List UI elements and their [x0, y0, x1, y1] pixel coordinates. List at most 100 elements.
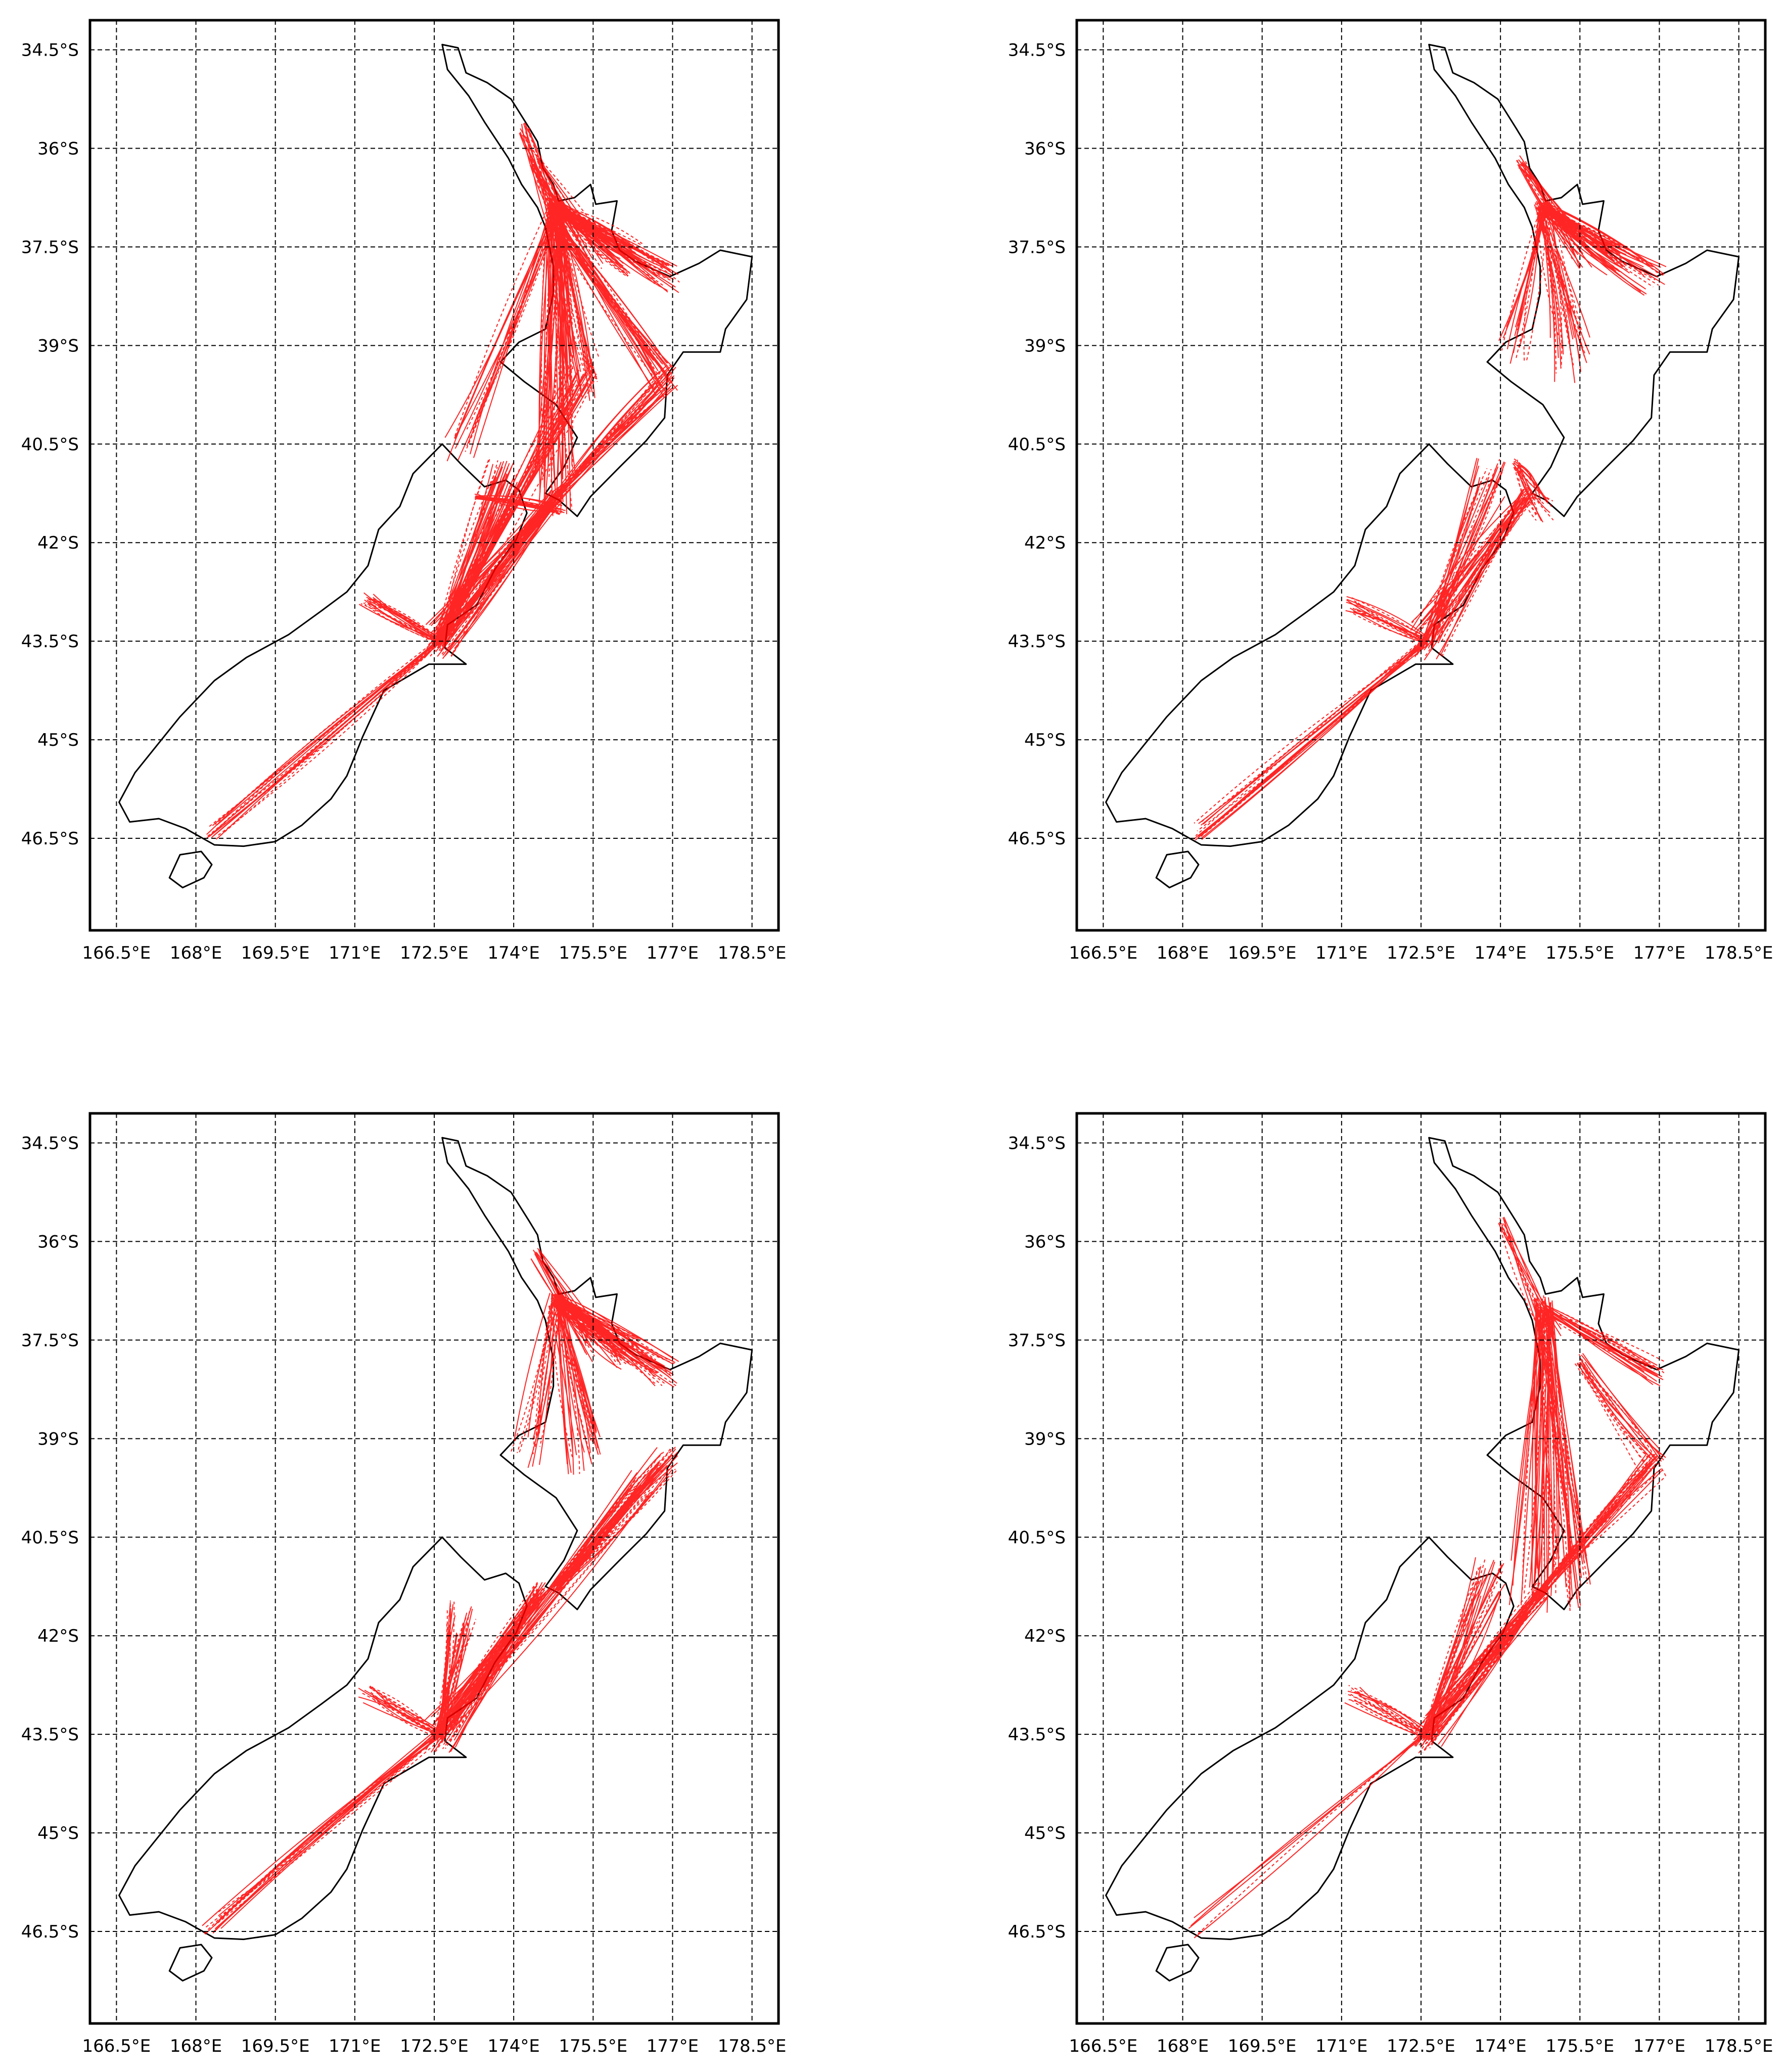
- lon-tick-label: 174°E: [487, 2036, 539, 2056]
- lat-tick-label: 34.5°S: [1008, 1133, 1066, 1153]
- route-line: [446, 497, 562, 653]
- route-line: [1545, 1304, 1656, 1376]
- route-line: [1416, 497, 1523, 656]
- route-line: [552, 380, 660, 502]
- route-line: [433, 1586, 535, 1736]
- route-line: [215, 641, 439, 840]
- route-line: [536, 1252, 602, 1339]
- route-line: [1530, 1304, 1541, 1570]
- route-line: [538, 1249, 604, 1336]
- route-line: [539, 1302, 558, 1447]
- route-line: [434, 1488, 630, 1731]
- route-line: [1512, 1307, 1547, 1586]
- route-line: [216, 640, 439, 826]
- route-line: [557, 216, 576, 477]
- route-line: [532, 1303, 552, 1455]
- route-line: [213, 641, 438, 836]
- route-line: [559, 389, 672, 493]
- route-line: [560, 220, 673, 368]
- route-line: [553, 205, 667, 266]
- route-line: [364, 604, 440, 644]
- lat-tick-label: 40.5°S: [1008, 434, 1066, 455]
- route-line: [1348, 1692, 1428, 1734]
- lon-tick-label: 174°E: [487, 943, 539, 963]
- route-line: [1520, 162, 1584, 254]
- route-line: [524, 122, 556, 224]
- route-line: [558, 1298, 593, 1444]
- route-line: [1520, 163, 1584, 246]
- coastline-south-island: [1105, 443, 1515, 847]
- route-line: [534, 1295, 560, 1450]
- route-line: [1502, 202, 1545, 338]
- route-line: [436, 462, 502, 634]
- lat-tick-label: 40.5°S: [21, 1527, 79, 1548]
- route-line: [514, 1292, 551, 1441]
- route-line: [558, 231, 655, 390]
- route-line: [538, 157, 605, 240]
- route-line: [1509, 201, 1548, 364]
- route-line: [1550, 212, 1563, 368]
- route-line: [453, 201, 552, 439]
- route-line: [558, 1464, 668, 1590]
- route-line: [444, 377, 584, 638]
- route-line: [475, 497, 564, 513]
- route-line: [1538, 1307, 1664, 1362]
- route-line: [450, 1589, 539, 1751]
- lat-tick-label: 46.5°S: [21, 1922, 79, 1942]
- route-line: [555, 1299, 675, 1364]
- map-panel-top-left: 166.5°E 168°E 169.5°E 171°E 172.5°E 174°E 175.…: [0, 0, 799, 979]
- lat-tick-label: 46.5°S: [1008, 1922, 1066, 1942]
- route-line: [435, 1470, 632, 1734]
- route-line: [1538, 215, 1562, 369]
- route-line: [1344, 1702, 1425, 1739]
- route-line: [436, 1484, 642, 1730]
- route-line: [1541, 1453, 1656, 1588]
- coastline-south-island: [118, 1536, 528, 1941]
- lon-tick-label: 168°E: [1157, 2036, 1209, 2056]
- route-line: [1539, 201, 1652, 267]
- route-line: [451, 492, 560, 654]
- route-line: [555, 380, 673, 499]
- route-line: [1515, 462, 1545, 499]
- route-line: [1422, 1596, 1501, 1732]
- route-line: [434, 458, 491, 644]
- route-line: [534, 1253, 593, 1363]
- lat-tick-label: 45°S: [37, 730, 79, 750]
- route-line: [202, 1735, 439, 1926]
- route-line: [1501, 203, 1543, 351]
- route-line: [1425, 497, 1526, 635]
- route-line: [1542, 1472, 1658, 1587]
- route-line: [475, 495, 557, 508]
- lon-tick-label: 168°E: [170, 2036, 222, 2056]
- lon-tick-label: 175.5°E: [559, 2036, 627, 2056]
- route-line: [436, 1476, 640, 1739]
- lon-tick-label: 169.5°E: [1228, 2036, 1297, 2056]
- route-line: [1540, 1468, 1662, 1587]
- route-line: [445, 1600, 451, 1730]
- route-line: [1426, 1573, 1488, 1730]
- route-line: [446, 207, 562, 462]
- route-line: [444, 375, 598, 646]
- gridlines: [90, 20, 779, 930]
- route-line: [364, 599, 439, 644]
- route-line: [466, 210, 555, 430]
- route-line: [477, 498, 563, 510]
- route-line: [1422, 1588, 1548, 1753]
- route-line: [1423, 1571, 1503, 1729]
- route-line: [1188, 1731, 1428, 1929]
- route-line: [1576, 1363, 1666, 1458]
- route-line: [435, 467, 498, 648]
- route-line: [471, 210, 561, 432]
- route-line: [524, 125, 553, 227]
- route-line: [537, 1304, 552, 1441]
- route-line: [555, 386, 674, 499]
- route-line: [552, 1303, 599, 1455]
- route-line: [1579, 1357, 1657, 1461]
- route-line: [1346, 602, 1427, 644]
- route-lines: [202, 1247, 679, 1935]
- route-line: [1519, 466, 1550, 513]
- route-line: [367, 599, 443, 642]
- route-line: [549, 224, 678, 391]
- lon-tick-label: 166.5°E: [82, 943, 151, 963]
- route-line: [556, 368, 674, 492]
